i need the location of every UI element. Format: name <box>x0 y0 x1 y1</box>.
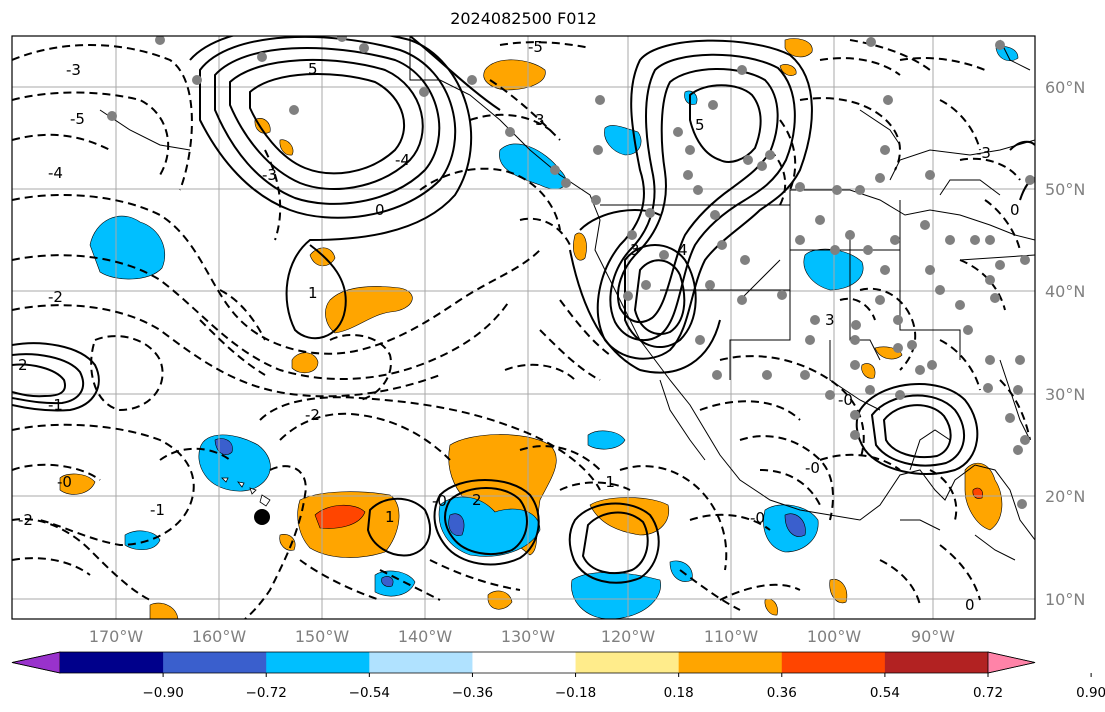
plot-frame <box>11 35 1036 620</box>
lat-label: 40°N <box>1045 282 1085 301</box>
contour-label: 0 <box>375 201 385 219</box>
longitude-labels: 170°W 160°W 150°W 140°W 130°W 120°W 110°… <box>89 627 955 646</box>
colorbar-segment <box>472 652 577 673</box>
colorbar-tick-label: 0.90 <box>1076 685 1105 701</box>
contour-label: -0 <box>805 459 820 477</box>
contour-label: 5 <box>695 116 705 134</box>
contour-label: -2 <box>18 511 33 529</box>
lon-label: 130°W <box>501 627 556 646</box>
contour-label: -3 <box>262 166 277 184</box>
colorbar-tick-label: 0.54 <box>870 685 900 701</box>
contour-label: -0 <box>432 492 447 510</box>
contour-label: -5 <box>528 38 543 56</box>
dashed-contours <box>12 39 1031 619</box>
contour-label: 5 <box>308 60 318 78</box>
contour-label: 3 <box>535 111 545 129</box>
contour-label: -2 <box>305 406 320 424</box>
lon-label: 100°W <box>807 627 862 646</box>
lon-label: 150°W <box>295 627 350 646</box>
map-title: 2024082500 F012 <box>450 9 597 28</box>
lat-label: 30°N <box>1045 385 1085 404</box>
contour-label: 3 <box>825 311 835 329</box>
lat-label: 50°N <box>1045 180 1085 199</box>
hawaii-islands <box>221 477 271 507</box>
lon-label: 170°W <box>89 627 144 646</box>
lon-label: 140°W <box>398 627 453 646</box>
lon-label: 110°W <box>704 627 759 646</box>
lat-label: 60°N <box>1045 78 1085 97</box>
contour-label: 2 <box>18 356 28 374</box>
colorbar-labels: −0.90 −0.72 −0.54 −0.36 −0.18 0.18 0.36 0.54 0.7… <box>142 673 1105 701</box>
colorbar-tick-label: −0.36 <box>452 685 493 701</box>
colorbar-segment <box>884 652 989 673</box>
station-markers <box>107 36 1035 509</box>
colorbar-tick-label: 0.36 <box>767 685 797 701</box>
contour-label: -4 <box>48 164 63 182</box>
contour-labels: -3 -5 5 -4 -2 1 0 2 -1 -2 -0 -3 -5 -4 3 … <box>18 38 1020 614</box>
colorbar-arrow-high <box>987 651 1036 674</box>
lat-label: 10°N <box>1045 590 1085 609</box>
lon-label: 160°W <box>192 627 247 646</box>
contour-label: 0 <box>1010 201 1020 219</box>
solid-contours <box>12 36 1035 584</box>
contour-label: 1 <box>385 508 395 526</box>
lon-label: 120°W <box>601 627 656 646</box>
contour-label: 3 <box>630 241 640 259</box>
contour-label: -1 <box>48 396 63 414</box>
colorbar-tick-label: −0.54 <box>349 685 390 701</box>
contour-label: -4 <box>395 151 410 169</box>
contour-label: -0 <box>57 473 72 491</box>
colorbar-tick-label: −0.90 <box>142 685 183 701</box>
latitude-labels: 60°N 50°N 40°N 30°N 20°N 10°N <box>1045 78 1085 609</box>
colorbar-segment <box>781 652 886 673</box>
colorbar-tick-label: −0.18 <box>555 685 596 701</box>
contour-label: -2 <box>48 288 63 306</box>
colorbar-tick-label: 0.72 <box>973 685 1003 701</box>
colorbar-tick-label: 0.18 <box>664 685 694 701</box>
contour-label: 2 <box>472 491 482 509</box>
contour-label: -1 <box>600 473 615 491</box>
colorbar <box>11 651 1036 674</box>
contour-label: -0 <box>750 509 765 527</box>
contour-label: -5 <box>70 110 85 128</box>
contour-label: -0 <box>838 391 853 409</box>
graticule <box>12 36 1035 619</box>
lat-label: 20°N <box>1045 487 1085 506</box>
contour-label: 0 <box>965 596 975 614</box>
colorbar-segment <box>575 652 680 673</box>
contour-label: -3 <box>66 61 81 79</box>
colorbar-segment <box>266 652 370 673</box>
colorbar-segment <box>163 652 267 673</box>
contour-label: -1 <box>150 501 165 519</box>
contour-label: 1 <box>308 284 318 302</box>
colorbar-outline <box>11 651 1036 674</box>
colorbar-segment <box>369 652 473 673</box>
colorbar-arrow-low <box>11 651 61 674</box>
colorbar-segment <box>678 652 783 673</box>
lon-label: 90°W <box>911 627 955 646</box>
colorbar-tick-label: −0.72 <box>246 685 287 701</box>
highlighted-station-marker <box>254 509 270 525</box>
colorbar-segment <box>60 652 164 673</box>
contour-label: 4 <box>678 241 688 259</box>
contour-label: -3 <box>976 144 991 162</box>
